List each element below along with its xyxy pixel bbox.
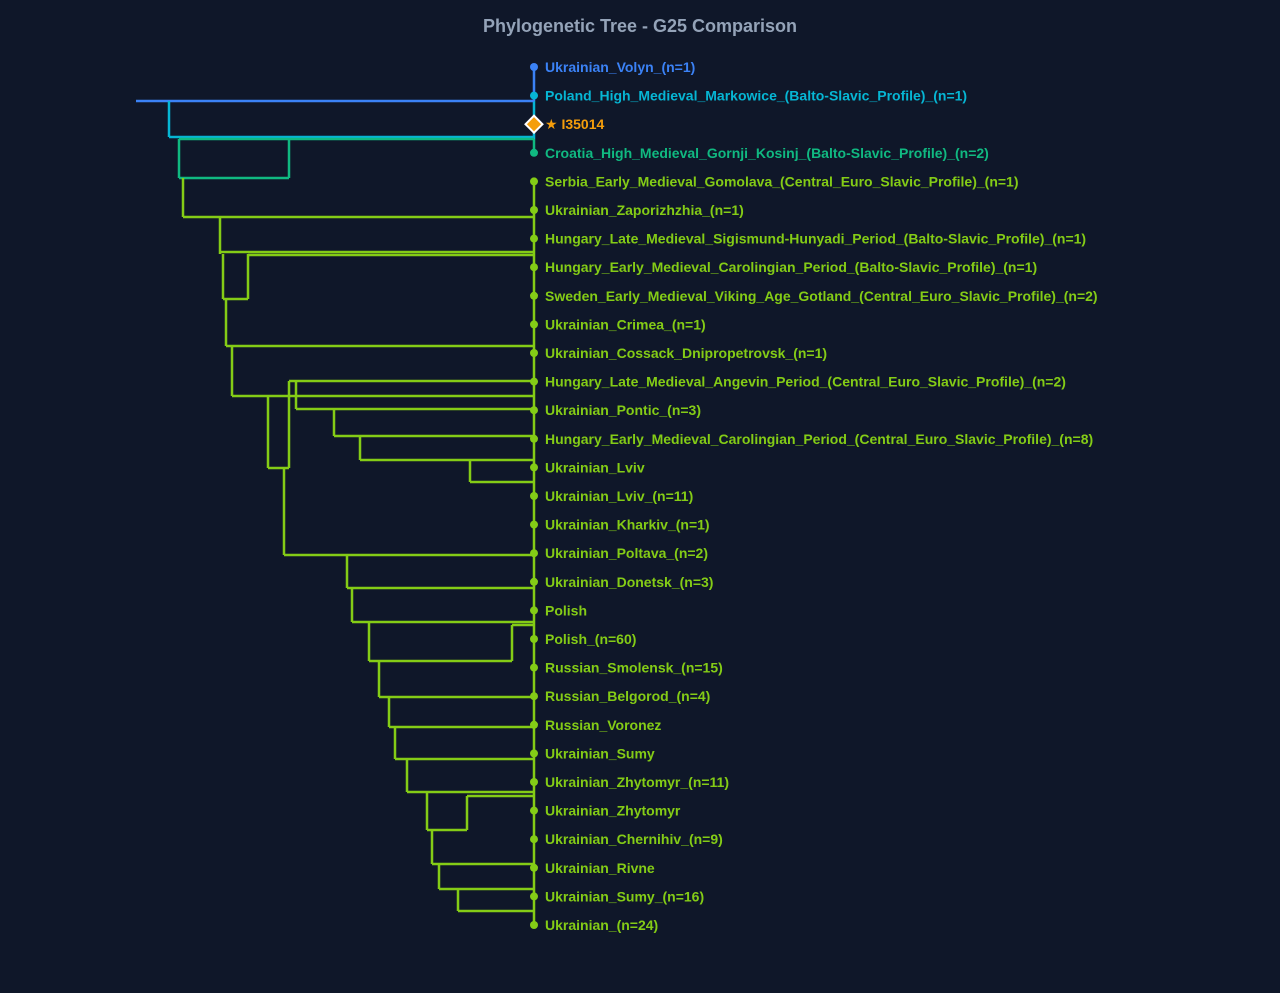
leaf-label: Ukrainian_Zaporizhzhia_(n=1) (545, 202, 744, 218)
leaf-label: Ukrainian_Zhytomyr_(n=11) (545, 774, 729, 790)
leaf-label: Ukrainian_Crimea_(n=1) (545, 316, 706, 332)
leaf-label: Ukrainian_Lviv (545, 459, 645, 475)
leaf-node (530, 577, 538, 586)
leaf-node (530, 606, 538, 615)
chart-title: Phylogenetic Tree - G25 Comparison (482, 16, 798, 36)
leaf-label: Russian_Smolensk_(n=15) (545, 660, 723, 676)
leaf-node (530, 892, 538, 901)
leaf-label: Croatia_High_Medieval_Gornji_Kosinj_(Bal… (545, 145, 989, 161)
leaf-label: Ukrainian_Pontic_(n=3) (545, 402, 701, 418)
leaf-node (530, 635, 538, 643)
leaf-label: Russian_Voronez (545, 717, 661, 733)
leaf-label: Hungary_Late_Medieval_Angevin_Period_(Ce… (545, 374, 1066, 390)
leaf-label: Ukrainian_Kharkiv_(n=1) (545, 517, 710, 533)
leaf-node (530, 406, 538, 415)
leaf-label: Ukrainian_Lviv_(n=11) (545, 488, 693, 504)
leaf-node (530, 692, 538, 701)
leaf-node (530, 177, 538, 186)
leaf-node (530, 549, 538, 558)
leaf-label: Russian_Belgorod_(n=4) (545, 688, 710, 704)
leaf-node (530, 863, 538, 872)
leaf-label: Poland_High_Medieval_Markowice_(Balto-Sl… (545, 88, 967, 104)
leaf-label: Hungary_Early_Medieval_Carolingian_Perio… (545, 259, 1037, 275)
leaf-label: Ukrainian_Rivne (545, 860, 655, 876)
leaf-node (530, 835, 538, 844)
leaf-label: Polish (545, 602, 587, 618)
leaf-label: Ukrainian_Zhytomyr (545, 803, 681, 819)
leaf-node (530, 463, 538, 472)
leaf-label: Serbia_Early_Medieval_Gomolava_(Central_… (545, 173, 1019, 189)
leaf-label: Ukrainian_Sumy (545, 745, 655, 761)
leaf-node (530, 921, 538, 929)
leaf-label: Ukrainian_Chernihiv_(n=9) (545, 831, 723, 847)
leaf-node (530, 720, 538, 729)
diamond-icon (524, 114, 544, 135)
leaf-node (530, 263, 538, 272)
leaf-label: Ukrainian_Volyn_(n=1) (545, 59, 695, 75)
leaf-label: Sweden_Early_Medieval_Viking_Age_Gotland… (545, 288, 1098, 304)
leaf-label: Ukrainian_Sumy_(n=16) (545, 888, 704, 904)
leaf-node (530, 91, 538, 100)
leaf-node (530, 320, 538, 329)
target-sample-label: ★ I35014 (545, 116, 604, 132)
leaf-node (530, 663, 538, 672)
leaf-label: Polish_(n=60) (545, 631, 636, 647)
leaf-node (530, 148, 538, 157)
leaf-label: Ukrainian_Poltava_(n=2) (545, 545, 708, 561)
leaf-node (530, 749, 538, 758)
leaf-node (530, 806, 538, 815)
leaf-node (530, 434, 538, 443)
leaf-node (530, 520, 538, 529)
leaf-label: Hungary_Late_Medieval_Sigismund-Hunyadi_… (545, 231, 1086, 247)
leaf-node (530, 349, 538, 357)
leaf-node (530, 234, 538, 243)
leaf-label: Ukrainian_Donetsk_(n=3) (545, 574, 713, 590)
leaf-node (530, 291, 538, 300)
leaf-node (530, 206, 538, 214)
leaf-node (530, 492, 538, 500)
leaf-label: Ukrainian_(n=24) (545, 917, 658, 933)
leaf-label: Hungary_Early_Medieval_Carolingian_Perio… (545, 431, 1093, 447)
leaf-label: Ukrainian_Cossack_Dnipropetrovsk_(n=1) (545, 345, 827, 361)
leaf-node (530, 63, 538, 71)
leaf-node (530, 377, 538, 386)
leaf-node (530, 778, 538, 786)
